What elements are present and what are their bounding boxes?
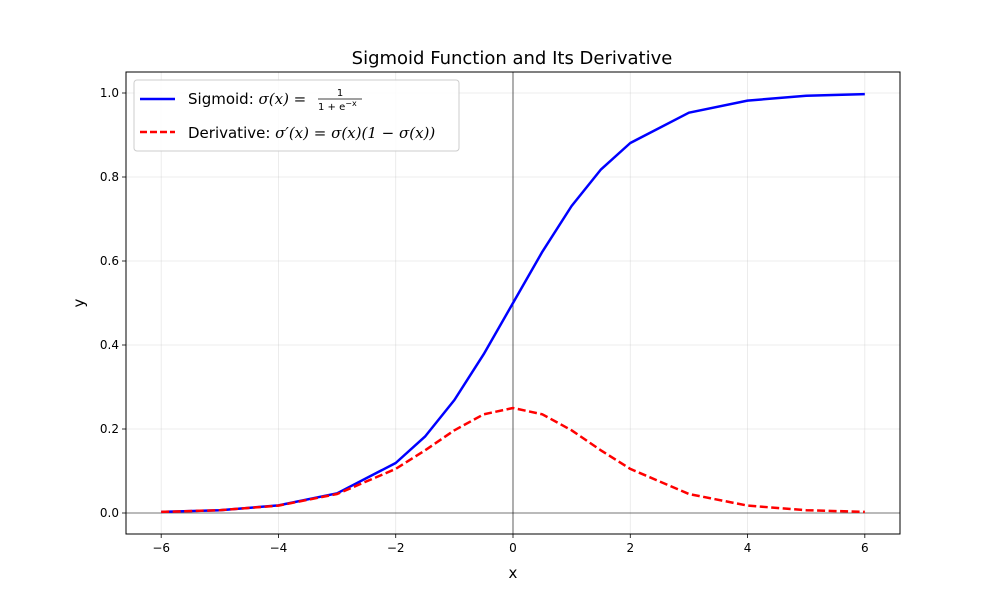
legend-box xyxy=(133,79,460,152)
y-tick-label-2: 0.4 xyxy=(100,338,119,352)
legend-derivative-prefix: Derivative: xyxy=(188,124,275,142)
x-tick-label-6: 6 xyxy=(861,541,869,555)
x-axis-label: x xyxy=(509,564,518,582)
y-axis-label: y xyxy=(70,298,88,307)
legend-derivative-math: σ′(x) = σ(x)(1 − σ(x)) xyxy=(275,124,435,142)
legend-sigmoid-numerator: 1 xyxy=(337,88,343,99)
y-tick-label-0: 0.0 xyxy=(100,506,119,520)
x-tick-label-0: −6 xyxy=(152,541,170,555)
series-line-derivative xyxy=(161,406,865,514)
x-axis-ticks: −6 −4 −2 0 2 4 6 xyxy=(152,534,869,555)
y-tick-label-4: 0.8 xyxy=(100,170,119,184)
legend: Sigmoid: σ(x) = 1 1 + e−x Derivative: σ′… xyxy=(133,79,460,152)
x-tick-label-2: −2 xyxy=(387,541,405,555)
x-tick-label-5: 4 xyxy=(744,541,752,555)
legend-sigmoid-prefix: Sigmoid: xyxy=(188,90,259,108)
legend-derivative-label: Derivative: σ′(x) = σ(x)(1 − σ(x)) xyxy=(188,124,435,142)
y-axis-ticks: 0.0 0.2 0.4 0.6 0.8 1.0 xyxy=(100,86,126,520)
chart-title: Sigmoid Function and Its Derivative xyxy=(352,48,673,69)
series-group xyxy=(161,92,865,514)
x-tick-label-1: −4 xyxy=(270,541,288,555)
legend-sigmoid-label: Sigmoid: σ(x) = xyxy=(188,90,306,108)
legend-sigmoid-denominator-base: 1 + e xyxy=(318,102,345,113)
x-tick-label-3: 0 xyxy=(509,541,517,555)
y-tick-label-5: 1.0 xyxy=(100,86,119,100)
y-tick-label-3: 0.6 xyxy=(100,254,119,268)
x-tick-label-4: 2 xyxy=(626,541,634,555)
legend-sigmoid-exponent: −x xyxy=(345,99,357,108)
legend-sigmoid-math: σ(x) = xyxy=(259,90,307,108)
legend-sigmoid-denominator: 1 + e−x xyxy=(318,99,357,113)
y-tick-label-1: 0.2 xyxy=(100,422,119,436)
